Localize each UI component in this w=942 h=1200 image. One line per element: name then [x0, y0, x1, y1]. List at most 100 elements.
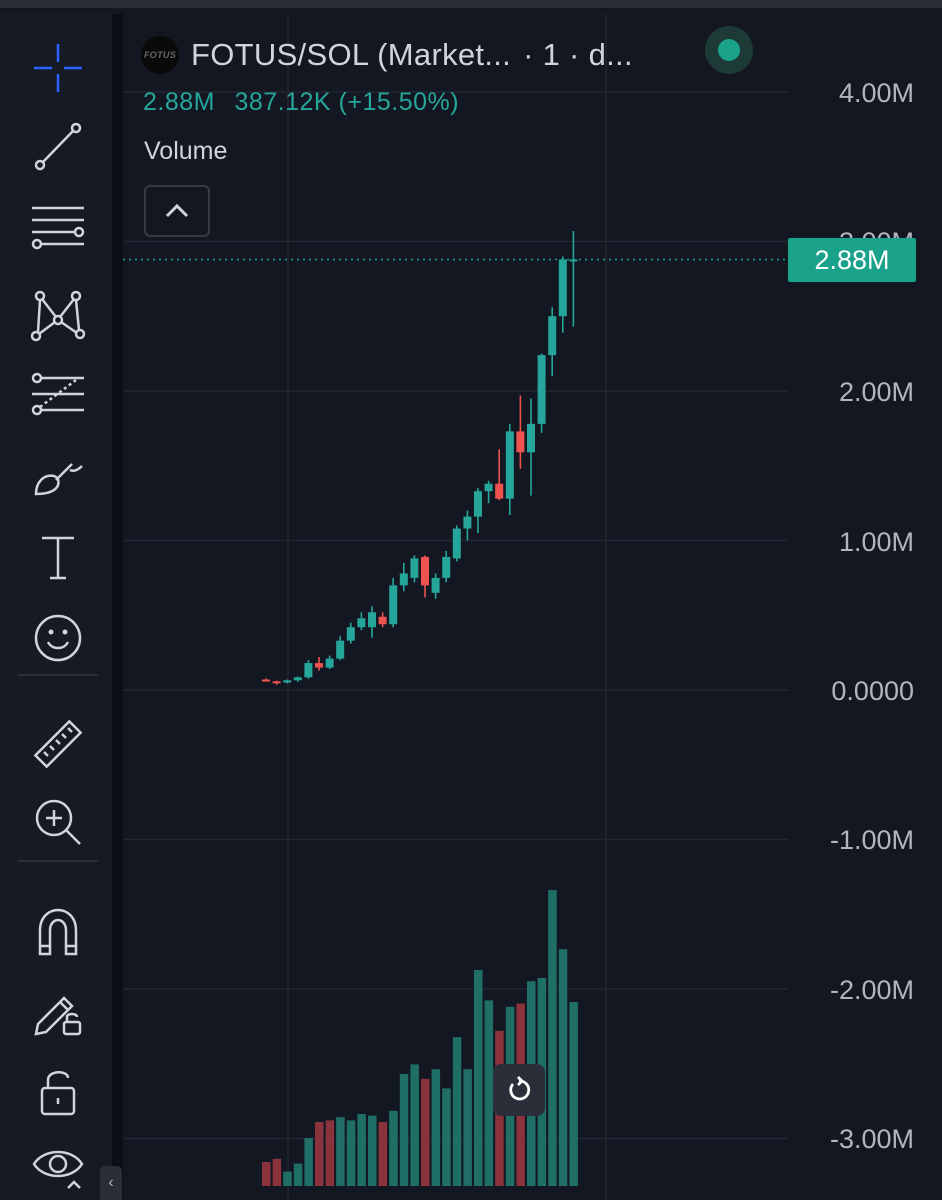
volume-bar [283, 1171, 292, 1186]
symbol-legend[interactable]: FOTUS FOTUS/SOL (Market... · 1 · d... [141, 36, 633, 74]
candle-body [399, 573, 408, 586]
volume-bar [558, 949, 568, 1186]
volume-bar [357, 1114, 366, 1186]
chevron-up-icon [165, 203, 189, 218]
volume-bar [378, 1122, 388, 1186]
ruler-icon [33, 719, 83, 769]
current-price-tag: 2.88M [788, 238, 916, 282]
volume-bar [325, 1120, 335, 1186]
expand-panel-tab[interactable]: ‹ [100, 1166, 122, 1200]
eye-icon [32, 1150, 84, 1189]
ruler-tool[interactable] [16, 712, 100, 776]
ohlc-values: 2.88M 387.12K (+15.50%) [143, 88, 471, 117]
pattern-icon [30, 290, 86, 342]
price-axis-label[interactable]: 1.00M [838, 527, 914, 557]
text-tool[interactable] [16, 526, 100, 590]
volume-bar [421, 1078, 430, 1186]
candle-body [378, 616, 387, 625]
volume-bar [262, 1162, 271, 1186]
pane-divider[interactable] [112, 14, 123, 1200]
crosshair-icon [34, 44, 82, 92]
symbol-title: FOTUS/SOL (Market... [191, 37, 512, 72]
fib-icon [31, 372, 84, 416]
candle-body [304, 663, 313, 678]
token-logo-text: FOTUS [144, 50, 176, 60]
text-icon [42, 536, 74, 580]
candle-body [357, 618, 366, 628]
volume-bar [315, 1122, 324, 1186]
candle-body [315, 663, 323, 668]
candle-body [368, 612, 376, 628]
horizontal-lines-icon [31, 206, 85, 250]
emoji-icon [34, 614, 82, 662]
candle-body [569, 259, 578, 262]
volume-bar [452, 1037, 462, 1186]
price-axis-label[interactable]: -2.00M [829, 975, 914, 1005]
chart-pane[interactable]: FOTUS FOTUS/SOL (Market... · 1 · d... 2.… [123, 14, 942, 1200]
collapse-legend-button[interactable] [144, 185, 210, 237]
horizontal-lines-tool[interactable] [16, 196, 100, 260]
candle-body [442, 556, 451, 578]
trend-line-tool[interactable] [16, 114, 100, 178]
emoji-tool[interactable] [16, 606, 100, 670]
lock-drawing-tool[interactable] [16, 980, 100, 1044]
candle-body [272, 681, 281, 684]
market-status-indicator[interactable] [705, 26, 753, 74]
volume-bar [431, 1069, 441, 1186]
close-value: 2.88M [143, 88, 215, 116]
candle-body [293, 677, 302, 681]
candlestick-chart[interactable] [123, 14, 942, 1200]
zoom-in-icon [35, 799, 81, 845]
magnet-tool[interactable] [16, 900, 100, 964]
candle-body [389, 585, 398, 625]
candle-body [516, 431, 525, 453]
volume-bar [389, 1110, 398, 1186]
candle-body [484, 483, 493, 492]
volume-indicator-label[interactable]: Volume [144, 137, 228, 165]
candle-body [527, 423, 535, 453]
price-axis-label[interactable]: -3.00M [829, 1124, 914, 1154]
zoom-in-tool[interactable] [16, 790, 100, 854]
trend-line-icon [34, 122, 82, 171]
volume-bar [474, 970, 483, 1186]
volume-bar [463, 1069, 472, 1186]
candle-body [505, 431, 514, 499]
volume-bar [293, 1163, 303, 1186]
pattern-tool[interactable] [16, 284, 100, 348]
volume-bar [399, 1074, 409, 1186]
reset-icon [509, 1076, 531, 1101]
volume-bar [304, 1138, 313, 1186]
candle-body [548, 316, 557, 356]
price-axis-label[interactable]: 0.0000 [831, 676, 914, 706]
candle-body [558, 259, 567, 317]
toolbar-separator [18, 860, 98, 862]
fib-tool[interactable] [16, 366, 100, 430]
crosshair-tool[interactable] [16, 36, 100, 100]
candle-body [421, 556, 429, 586]
candle-body [495, 483, 504, 499]
brush-tool[interactable] [16, 444, 100, 508]
volume-bar [336, 1117, 345, 1186]
lock-drawing-icon [34, 996, 82, 1036]
candle-body [537, 355, 546, 424]
drawing-toolbar [0, 14, 112, 1200]
candle-body [325, 658, 334, 668]
candle-body [283, 680, 292, 683]
volume-bar [569, 1002, 578, 1186]
reset-chart-button[interactable] [493, 1064, 545, 1116]
brush-icon [34, 463, 83, 496]
window-top-bar [0, 0, 942, 8]
toolbar-separator [18, 674, 98, 676]
interval-text: · 1 · d... [523, 37, 633, 72]
token-logo: FOTUS [141, 36, 179, 74]
candle-body [336, 640, 345, 659]
visibility-tool[interactable] [16, 1136, 100, 1200]
price-axis-label[interactable]: 4.00M [838, 78, 914, 108]
price-axis-label[interactable]: 2.00M [838, 377, 914, 407]
price-axis-label[interactable]: -1.00M [829, 825, 914, 855]
market-open-dot [718, 39, 740, 61]
candle-body [474, 491, 482, 517]
lock-tool[interactable] [16, 1060, 100, 1124]
candle-body [463, 516, 472, 529]
candle-body [410, 558, 419, 578]
